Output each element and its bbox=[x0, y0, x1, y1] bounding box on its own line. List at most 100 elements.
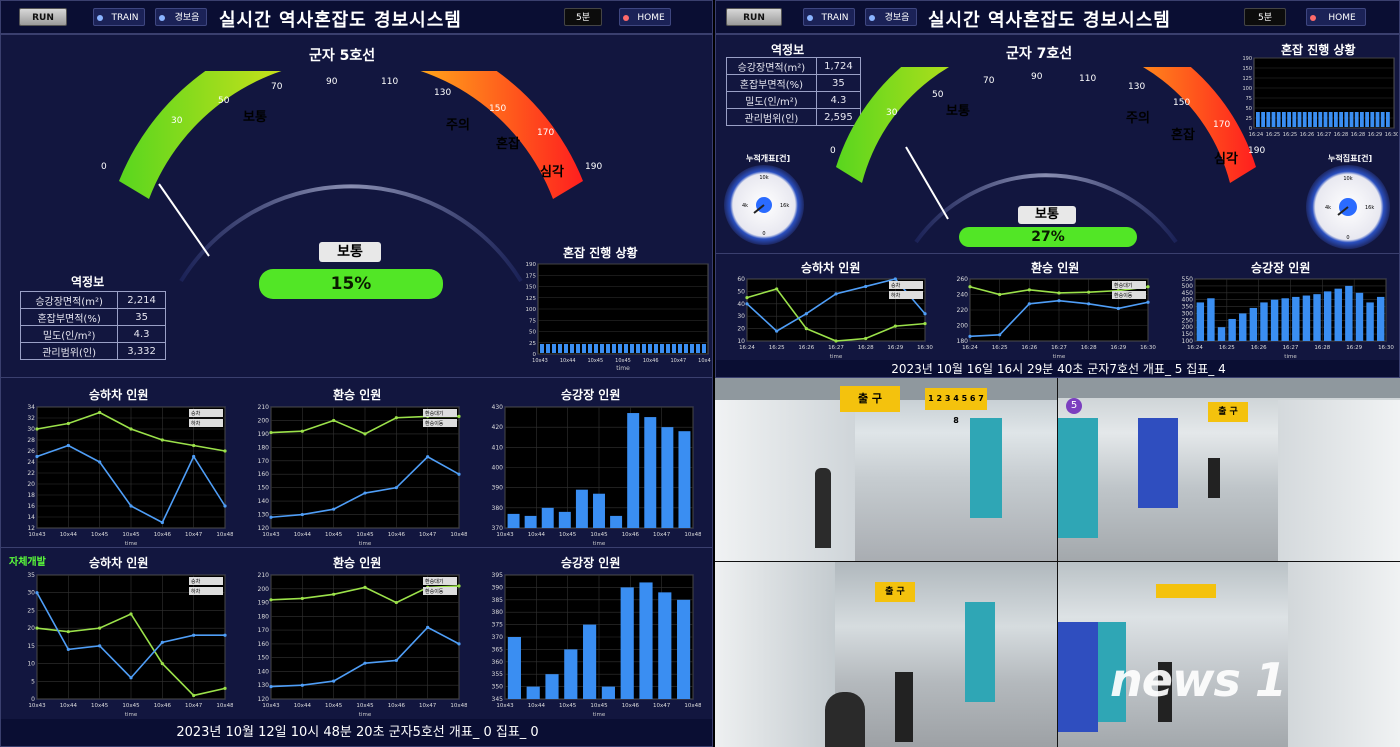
y-tick-label: 14 bbox=[27, 514, 35, 521]
svg-text:16k: 16k bbox=[1365, 205, 1374, 211]
svg-text:170: 170 bbox=[537, 128, 554, 138]
bar bbox=[1313, 294, 1321, 341]
train-button[interactable]: TRAIN bbox=[93, 8, 145, 26]
x-tick-label: 10x48 bbox=[684, 703, 701, 709]
cctv-cam-1[interactable]: 출 구 1 2 3 4 5 6 7 8 bbox=[715, 378, 1057, 561]
y-tick-label: 385 bbox=[492, 597, 504, 604]
data-point bbox=[66, 421, 70, 426]
y-tick-label: 420 bbox=[492, 424, 504, 431]
bar bbox=[601, 686, 615, 699]
svg-text:70: 70 bbox=[983, 76, 995, 86]
y-tick-label: 180 bbox=[957, 338, 969, 345]
data-point bbox=[160, 661, 164, 666]
y-tick-label: 190 bbox=[1242, 56, 1252, 62]
svg-text:30: 30 bbox=[886, 108, 898, 118]
chart-title: 환승 인원 bbox=[1031, 261, 1080, 275]
y-tick-label: 15 bbox=[27, 643, 35, 650]
data-point bbox=[363, 491, 367, 495]
y-tick-label: 260 bbox=[957, 276, 969, 283]
x-axis-label: time bbox=[359, 712, 372, 717]
bar bbox=[1270, 299, 1279, 341]
data-point bbox=[1146, 285, 1150, 289]
home-button[interactable]: HOME bbox=[1306, 8, 1366, 26]
x-tick-label: 16:26 bbox=[1021, 345, 1037, 351]
alarm-button[interactable]: 경보음 bbox=[865, 8, 917, 26]
x-tick-label: 16:25 bbox=[1266, 132, 1280, 138]
x-axis-label: time bbox=[1053, 354, 1066, 359]
svg-text:190: 190 bbox=[585, 162, 602, 172]
y-tick-label: 350 bbox=[492, 684, 504, 691]
status-footer: 2023년 10월 12일 10시 48분 20초 군자5호선 개표_ 0 집표… bbox=[1, 719, 712, 746]
alarm-button[interactable]: 경보음 bbox=[155, 8, 207, 26]
table-row: 승강장면적(m²) 2,214 bbox=[19, 291, 166, 309]
x-tick-label: 10x47 bbox=[653, 532, 671, 538]
bar bbox=[678, 344, 682, 353]
y-tick-label: 210 bbox=[258, 572, 270, 579]
data-point bbox=[745, 302, 749, 306]
y-tick-label: 170 bbox=[258, 627, 270, 634]
data-point bbox=[804, 312, 808, 316]
y-tick-label: 410 bbox=[492, 444, 504, 451]
legend-box bbox=[1112, 281, 1146, 289]
run-button[interactable]: RUN bbox=[19, 8, 67, 26]
x-tick-label: 16:29 bbox=[1346, 345, 1362, 351]
bar bbox=[1261, 112, 1265, 127]
y-tick-label: 355 bbox=[492, 671, 504, 678]
y-tick-label: 50 bbox=[737, 288, 745, 295]
data-point bbox=[1146, 300, 1150, 304]
bar bbox=[1281, 298, 1289, 341]
interval-select[interactable]: 5분 bbox=[1244, 8, 1286, 26]
legend-box bbox=[423, 577, 457, 585]
data-point bbox=[269, 430, 273, 435]
x-tick-label: 10x45 bbox=[356, 703, 374, 709]
bar bbox=[618, 344, 622, 353]
x-tick-label: 16:28 bbox=[1334, 132, 1348, 138]
y-tick-label: 0 bbox=[533, 352, 537, 358]
bar bbox=[1334, 288, 1342, 341]
data-point bbox=[1087, 302, 1091, 306]
data-point bbox=[394, 416, 398, 420]
y-tick-label: 125 bbox=[1242, 76, 1252, 82]
interval-select[interactable]: 5분 bbox=[564, 8, 602, 26]
run-button[interactable]: RUN bbox=[726, 8, 782, 26]
home-button[interactable]: HOME bbox=[619, 8, 671, 26]
cctv-grid: 출 구 1 2 3 4 5 6 7 8 5 출 구 출 구 news 1 bbox=[715, 378, 1400, 747]
y-tick-label: 360 bbox=[492, 659, 504, 666]
x-tick-label: 16:25 bbox=[992, 345, 1008, 351]
x-tick-label: 10x45 bbox=[91, 532, 109, 538]
x-tick-label: 16:26 bbox=[1251, 345, 1267, 351]
table-row: 혼잡부면적(%) 35 bbox=[726, 74, 862, 92]
data-point bbox=[968, 334, 972, 338]
x-tick-label: 16:30 bbox=[917, 345, 933, 351]
bar bbox=[1313, 112, 1317, 127]
svg-text:time: time bbox=[616, 365, 630, 372]
x-tick-label: 16:24 bbox=[962, 345, 978, 351]
x-axis-label: time bbox=[359, 541, 372, 546]
y-tick-label: 190 bbox=[258, 600, 270, 607]
x-tick-label: 10x47 bbox=[185, 532, 203, 538]
bar bbox=[620, 587, 634, 699]
bar bbox=[1302, 112, 1307, 127]
bar bbox=[558, 344, 562, 353]
x-tick-label: 10x45 bbox=[590, 703, 608, 709]
x-tick-label: 10x48 bbox=[216, 532, 233, 538]
data-point bbox=[804, 327, 808, 331]
cctv-cam-3[interactable]: 출 구 bbox=[715, 562, 1057, 747]
y-tick-label: 200 bbox=[957, 323, 969, 330]
bar bbox=[678, 431, 691, 528]
y-tick-label: 25 bbox=[1246, 116, 1252, 122]
cctv-cam-4[interactable] bbox=[1058, 562, 1400, 747]
legend-box bbox=[189, 419, 223, 427]
x-tick-label: 10x44 bbox=[528, 703, 546, 709]
y-tick-label: 120 bbox=[258, 696, 270, 703]
train-button[interactable]: TRAIN bbox=[803, 8, 855, 26]
cctv-cam-2[interactable]: 5 출 구 bbox=[1058, 378, 1400, 561]
self-developed-tag: 자체개발 bbox=[9, 557, 46, 568]
x-tick-label: 16:29 bbox=[887, 345, 903, 351]
bar bbox=[690, 344, 694, 353]
bar bbox=[642, 344, 646, 353]
